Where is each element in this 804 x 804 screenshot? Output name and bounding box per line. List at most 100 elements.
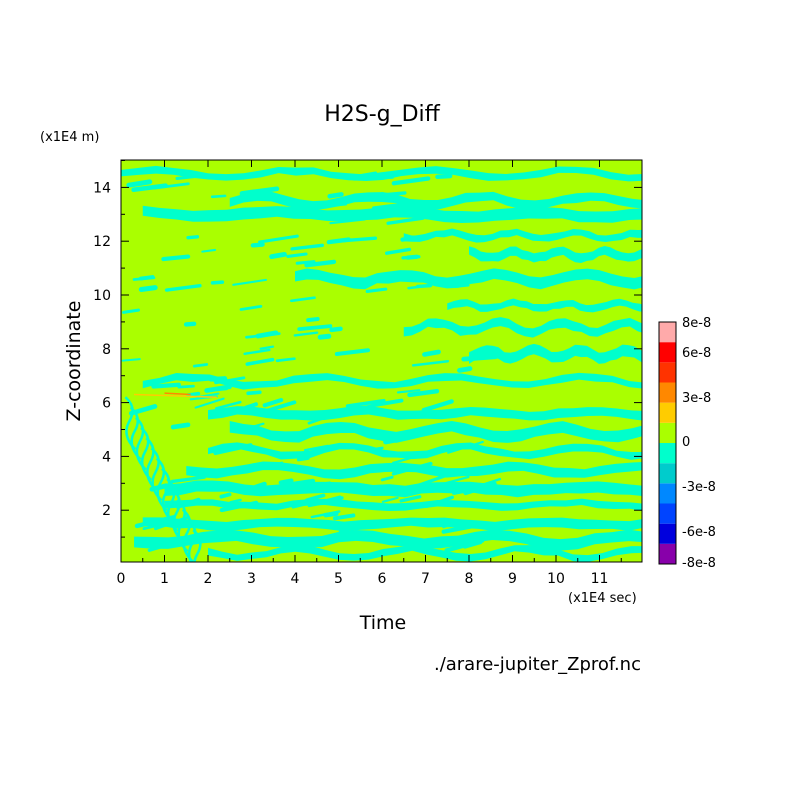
contour-streak (142, 522, 165, 531)
colorbar-swatch (659, 362, 676, 383)
contour-streak (386, 216, 425, 225)
contour-streak (134, 416, 147, 471)
contour-streak (186, 235, 200, 240)
contour-streak (161, 254, 191, 262)
contour-streak (307, 498, 341, 508)
contour-streak (245, 332, 281, 339)
colorbar-swatch (659, 503, 676, 524)
contour-streak (129, 406, 142, 461)
plot-area (121, 160, 642, 562)
contour-streak (380, 475, 394, 482)
contour-streak (171, 488, 184, 543)
x-tick-label: 10 (547, 571, 565, 587)
contour-streak (326, 237, 351, 245)
contour-streak (365, 287, 388, 293)
colorbar-swatch (659, 483, 676, 504)
contour-band (403, 228, 642, 243)
contour-streak (244, 402, 258, 410)
contour-streak (210, 280, 225, 285)
contour-streak (399, 495, 422, 503)
contour-streak (295, 260, 316, 265)
contour-streak (305, 481, 332, 487)
contour-streak (138, 285, 158, 292)
contour-streak (145, 437, 158, 491)
contour-streak (421, 399, 454, 413)
contour-streak (391, 461, 433, 476)
contour-streak (205, 466, 238, 475)
contour-streak (262, 397, 284, 408)
contour-streak (317, 333, 332, 340)
colorbar-swatch (659, 422, 676, 443)
x-axis-label: Time (359, 612, 407, 634)
contour-band (142, 205, 642, 223)
x-axis: 0 1 2 3 4 5 6 7 8 9 10 11 (117, 160, 622, 587)
colorbar (658, 321, 677, 565)
y-tick-label: 10 (93, 288, 111, 304)
colorbar-label: 8e-8 (682, 316, 711, 331)
contour-streak (126, 179, 153, 188)
y-tick-label: 8 (102, 342, 111, 358)
contour-streak (155, 457, 168, 512)
contour-streak (140, 426, 152, 481)
contour-band (208, 442, 642, 460)
contour-streak (214, 376, 246, 385)
contour-band (229, 191, 642, 211)
contour-streak (122, 308, 141, 314)
contour-streak (276, 539, 294, 546)
contour-streak (303, 444, 330, 452)
contour-streak (239, 186, 280, 196)
contour-streak (407, 388, 440, 398)
contour-streak (304, 259, 337, 268)
contour-streak (396, 389, 421, 394)
contour-streak (243, 348, 271, 356)
contour-streak (175, 497, 201, 509)
contour-streak (170, 475, 206, 484)
contour-streak (239, 305, 263, 311)
contour-streak (256, 400, 297, 416)
contour-streak (397, 200, 431, 208)
contour-streak (441, 524, 473, 534)
contour-streak (290, 243, 324, 251)
contour-band (229, 420, 642, 443)
x-unit-label: (x1E4 sec) (568, 591, 637, 606)
colorbar-label: 0 (682, 435, 690, 450)
contour-streak (176, 498, 189, 553)
contour-streak (329, 218, 366, 225)
contour-streak (447, 440, 484, 454)
contour-streak (150, 447, 163, 502)
contour-streak (293, 331, 319, 337)
contour-streak (297, 324, 333, 331)
contour-streak (246, 390, 262, 396)
contour-band (164, 498, 642, 512)
chart-title: H2S-g_Diff (324, 102, 440, 127)
contour-band (469, 343, 642, 364)
contour-streak (327, 192, 344, 199)
contour-streak (241, 422, 265, 431)
colorbar-label: -8e-8 (682, 556, 716, 571)
contour-streak (304, 493, 326, 503)
contour-streak (425, 495, 454, 508)
contour-streak (219, 492, 232, 499)
colorbar-swatch (659, 443, 676, 464)
source-file-label: ./arare-jupiter_Zprof.nc (434, 654, 641, 675)
contour-streak (370, 398, 404, 408)
colorbar-swatch (659, 342, 676, 363)
contour-streak (391, 176, 431, 186)
contour-streak (216, 386, 229, 392)
contour-streak (306, 316, 320, 323)
contour-streak (245, 357, 275, 366)
contour-streak (250, 242, 265, 248)
contour-streak (161, 467, 173, 522)
contour-bands (121, 165, 642, 562)
colorbar-frame (658, 321, 677, 565)
contour-streak (219, 500, 259, 513)
contour-band (447, 298, 642, 313)
contour-streak (286, 252, 308, 258)
contour-streak (332, 513, 356, 521)
contour-streak (131, 183, 168, 193)
x-tick-label: 7 (421, 571, 430, 587)
y-axis-label: Z-coordinate (63, 301, 85, 422)
contour-streak (170, 422, 191, 430)
contour-band (142, 517, 642, 532)
